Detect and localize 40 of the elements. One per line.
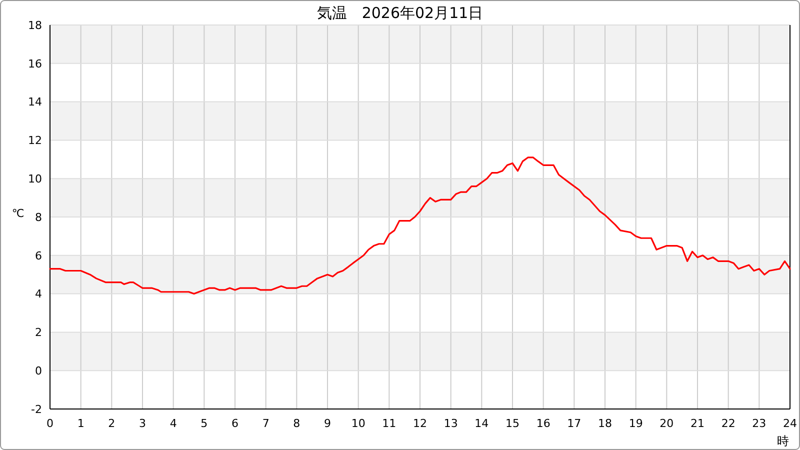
x-tick-label: 15 xyxy=(506,417,520,430)
x-tick-label: 21 xyxy=(690,417,704,430)
x-tick-label: 16 xyxy=(536,417,550,430)
chart-title: 気温 2026年02月11日 xyxy=(316,4,484,22)
line-series xyxy=(49,156,791,295)
x-tick-label: 1 xyxy=(77,417,84,430)
x-axis-title: 時 xyxy=(777,434,789,448)
x-tick-label: 12 xyxy=(413,417,427,430)
x-tick-label: 10 xyxy=(351,417,366,430)
x-tick-label: 13 xyxy=(444,417,458,430)
x-tick-label: 7 xyxy=(262,417,270,430)
x-tick-label: 0 xyxy=(46,417,54,430)
x-tick-label: 5 xyxy=(200,417,208,430)
x-tick-label: 22 xyxy=(721,417,736,430)
y-tick-label: 0 xyxy=(35,364,42,378)
y-tick-label: 14 xyxy=(28,96,42,109)
y-tick-label: 2 xyxy=(35,326,42,340)
x-tick-label: 14 xyxy=(474,417,489,430)
x-tick-label: 3 xyxy=(139,417,146,430)
y-tick-label: 18 xyxy=(28,18,42,32)
x-tick-label: 2 xyxy=(108,417,116,430)
y-tick-label: 6 xyxy=(35,249,42,262)
x-tick-label: 18 xyxy=(598,417,612,430)
y-tick-label: 10 xyxy=(28,172,42,186)
x-tick-label: 19 xyxy=(628,417,643,430)
y-tick-label: 4 xyxy=(35,288,42,301)
y-tick-label: -2 xyxy=(31,402,42,416)
y-tick-label: 8 xyxy=(35,210,42,224)
x-tick-label: 17 xyxy=(567,417,582,430)
x-tick-label: 11 xyxy=(382,417,396,430)
y-axis-title: ℃ xyxy=(12,207,24,220)
x-tick-label: 8 xyxy=(293,417,300,430)
x-tick-label: 23 xyxy=(752,417,766,430)
y-tick-label: 16 xyxy=(28,57,42,70)
x-tick-label: 20 xyxy=(660,417,674,430)
x-tick-label: 24 xyxy=(783,417,797,430)
x-tick-label: 9 xyxy=(324,417,331,430)
y-tick-label: 12 xyxy=(28,134,42,148)
x-tick-label: 4 xyxy=(170,417,177,430)
x-tick-label: 6 xyxy=(232,417,238,430)
